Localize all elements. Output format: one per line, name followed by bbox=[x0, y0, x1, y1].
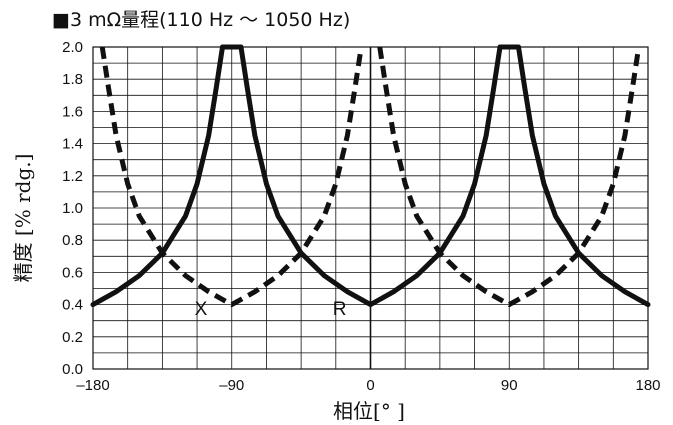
series-layer bbox=[90, 44, 651, 308]
y-tick-label: 1.0 bbox=[62, 200, 83, 217]
y-tick-label: 0.0 bbox=[62, 361, 83, 378]
y-tick-label: 0.8 bbox=[62, 232, 83, 249]
y-tick-labels: 0.0 0.2 0.4 0.6 0.8 1.0 1.2 1.4 1.6 1.8 2.0 bbox=[62, 39, 83, 378]
y-tick-label: 1.8 bbox=[62, 71, 83, 88]
x-tick-label: –180 bbox=[76, 377, 109, 394]
x-axis-label: 相位[° ] bbox=[333, 399, 405, 423]
x-tick-labels: –180 –90 0 90 180 bbox=[76, 377, 660, 394]
series-annotation-r: R bbox=[333, 299, 347, 320]
series-annotation-x: X bbox=[195, 299, 208, 320]
x-tick-label: 0 bbox=[366, 377, 374, 394]
series-line-r bbox=[90, 44, 651, 308]
x-tick-label: –90 bbox=[219, 377, 244, 394]
chart-title: ■3 mΩ量程(110 Hz ～ 1050 Hz) bbox=[52, 9, 350, 31]
y-tick-label: 0.4 bbox=[62, 297, 83, 314]
y-tick-label: 1.2 bbox=[62, 168, 83, 185]
y-tick-label: 0.2 bbox=[62, 329, 83, 346]
series-line-x bbox=[377, 46, 642, 308]
grid bbox=[93, 47, 648, 369]
y-tick-label: 2.0 bbox=[62, 39, 83, 56]
plot-frame bbox=[92, 46, 649, 370]
y-tick-label: 1.6 bbox=[62, 103, 83, 120]
x-tick-label: 90 bbox=[501, 377, 518, 394]
y-axis-label: 精度 [% rdg.] bbox=[11, 154, 35, 283]
y-tick-label: 1.4 bbox=[62, 136, 83, 153]
x-tick-label: 180 bbox=[635, 377, 660, 394]
series-line-x bbox=[99, 46, 364, 308]
y-tick-label: 0.6 bbox=[62, 264, 83, 281]
